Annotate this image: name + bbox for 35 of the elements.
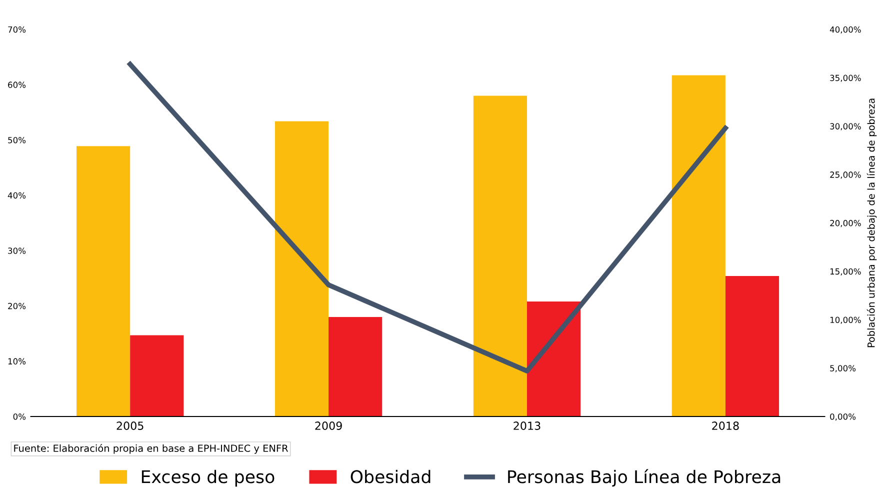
y2-tick-label: 35,00%	[830, 74, 861, 82]
y-tick-label: 60%	[8, 82, 26, 88]
y-tick-label: 20%	[8, 302, 26, 310]
legend-label: Exceso de peso	[142, 470, 274, 487]
x-tick-label: 2018	[712, 422, 739, 430]
bar	[130, 335, 184, 416]
x-tick-label: 2005	[116, 422, 144, 430]
bar	[473, 96, 527, 416]
y2-tick-label: 5,00%	[830, 365, 856, 372]
y2-tick-label: 25,00%	[830, 172, 861, 179]
legend-label: Obesidad	[350, 470, 430, 484]
y-tick-label: 0%	[13, 413, 26, 420]
y2-tick-label: 20,00%	[830, 220, 861, 228]
y-tick-label: 40%	[8, 192, 26, 199]
y-tick-label: 30%	[8, 248, 26, 254]
bar	[672, 75, 726, 416]
line-series	[128, 62, 728, 374]
y2-tick-label: 40,00%	[830, 26, 861, 34]
bar	[526, 301, 581, 416]
bar	[76, 146, 130, 416]
y-tick-label: 50%	[8, 136, 26, 144]
y2-tick-label: 30,00%	[830, 123, 861, 130]
source-note: Fuente: Elaboración propia en base a EPH-INDEC y ENFR	[14, 444, 288, 454]
legend-label: Personas Bajo Línea de Pobreza	[508, 469, 780, 487]
y2-axis-title: Población urbana por debajo de la línea de pobreza	[866, 98, 877, 348]
x-tick-label: 2009	[315, 422, 342, 430]
bar	[328, 316, 382, 416]
x-tick-label: 2013	[514, 422, 540, 430]
y-tick-label: 10%	[8, 358, 26, 364]
y2-tick-label: 15,00%	[830, 268, 861, 276]
y2-tick-label: 10,00%	[830, 316, 861, 324]
bar	[274, 121, 329, 416]
bar	[725, 276, 780, 416]
y-tick-label: 70%	[8, 26, 26, 33]
y2-tick-label: 0,00%	[830, 413, 856, 421]
